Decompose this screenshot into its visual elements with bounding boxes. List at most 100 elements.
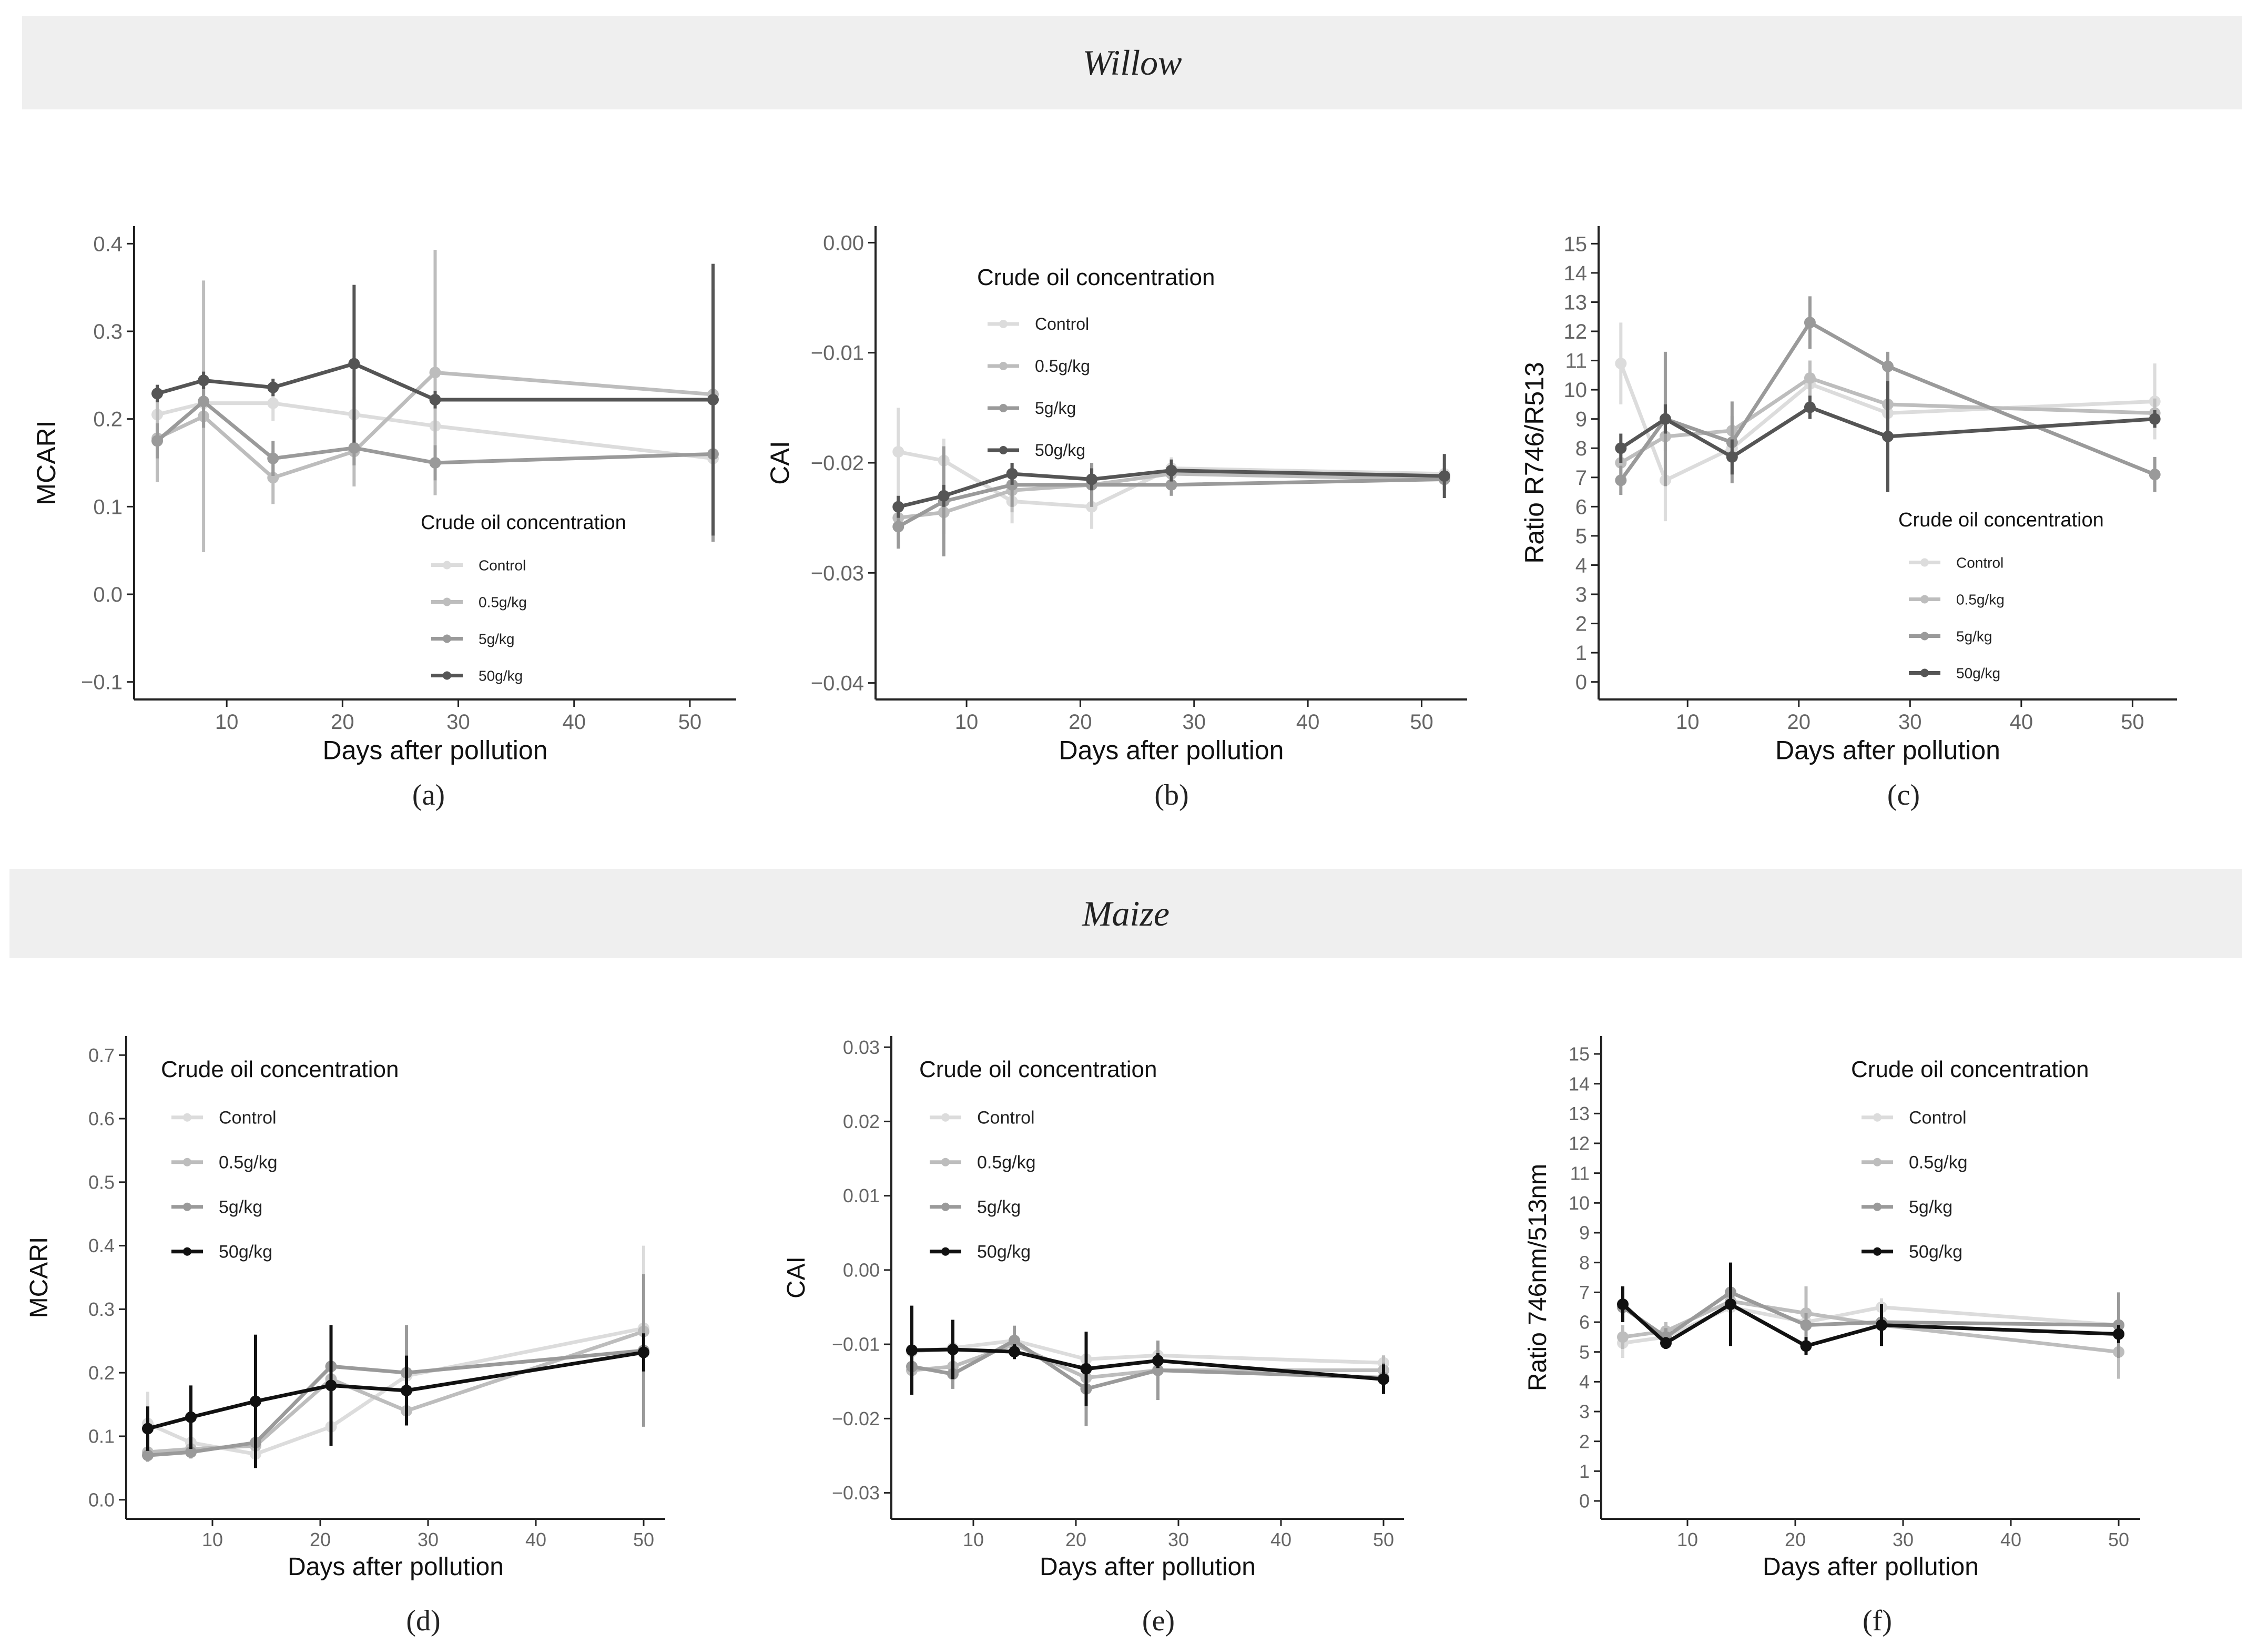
x-tick-label: 30 xyxy=(418,1529,439,1550)
legend-entry-label: 5g/kg xyxy=(977,1198,1021,1217)
y-tick-label: 0.0 xyxy=(93,583,123,606)
data-point-50gkg xyxy=(1009,1346,1020,1358)
series-line-05gkg xyxy=(1620,376,2155,465)
legend-entry-label: 5g/kg xyxy=(1909,1198,1952,1217)
x-tick-label: 20 xyxy=(1785,1529,1806,1550)
data-point-50gkg xyxy=(1804,401,1816,413)
data-point-50gkg xyxy=(1378,1373,1389,1385)
panel-label-c: (c) xyxy=(1887,779,1920,811)
y-tick-label: 0 xyxy=(1575,671,1587,694)
x-axis-label: Days after pollution xyxy=(1763,1553,1979,1581)
series-line-50gkg xyxy=(157,362,713,402)
legend-entry-label: 5g/kg xyxy=(1035,399,1076,418)
legend-entry-label: 0.5g/kg xyxy=(219,1153,278,1173)
data-point-50gkg xyxy=(267,381,279,393)
series-line-5gkg xyxy=(156,399,714,465)
x-tick-label: 50 xyxy=(2121,711,2144,734)
y-tick-label: 14 xyxy=(1564,262,1588,285)
y-tick-label: −0.03 xyxy=(811,562,864,585)
legend-key-point xyxy=(443,561,451,570)
y-tick-label: 9 xyxy=(1579,1222,1590,1244)
y-tick-label: 10 xyxy=(1564,379,1588,402)
y-axis-label: Ratio 746nm/513nm xyxy=(1524,1164,1552,1391)
x-tick-label: 10 xyxy=(1676,711,1700,734)
legend-entry-label: Control xyxy=(479,557,526,573)
data-point-50gkg xyxy=(1438,470,1450,482)
x-tick-label: 20 xyxy=(310,1529,331,1550)
series-line-5gkg xyxy=(147,1348,644,1457)
data-point-50gkg xyxy=(1876,1319,1887,1331)
y-tick-label: −0.02 xyxy=(832,1408,880,1429)
x-tick-label: 20 xyxy=(1069,711,1092,734)
x-tick-label: 10 xyxy=(215,711,239,734)
legend-entry-label: Control xyxy=(1035,314,1089,333)
legend-key-point xyxy=(1873,1113,1881,1122)
data-point-05gkg xyxy=(267,472,279,484)
legend-entry-label: 50g/kg xyxy=(1035,441,1085,460)
data-point-50gkg xyxy=(1080,1363,1092,1375)
data-point-5gkg xyxy=(142,1449,154,1462)
y-tick-label: 0.01 xyxy=(843,1185,880,1206)
y-tick-label: 0 xyxy=(1579,1490,1590,1512)
x-tick-label: 20 xyxy=(1787,711,1811,734)
y-tick-label: 1 xyxy=(1579,1460,1590,1482)
legend-key-point xyxy=(183,1247,191,1256)
x-tick-label: 40 xyxy=(562,711,586,734)
legend-entry-label: 0.5g/kg xyxy=(479,594,527,610)
y-tick-label: 0.1 xyxy=(93,495,123,519)
y-tick-label: 9 xyxy=(1575,408,1587,431)
series-line-05gkg xyxy=(898,472,1445,520)
x-tick-label: 10 xyxy=(955,711,979,734)
data-point-50gkg xyxy=(1800,1340,1812,1352)
series-line-5gkg xyxy=(1622,1290,2119,1339)
y-tick-label: 0.02 xyxy=(843,1111,880,1132)
y-tick-label: 14 xyxy=(1569,1073,1590,1094)
data-point-50gkg xyxy=(198,374,210,387)
y-tick-label: 0.1 xyxy=(88,1426,115,1447)
data-point-50gkg xyxy=(250,1395,261,1407)
x-tick-label: 40 xyxy=(525,1529,546,1550)
data-point-5gkg xyxy=(1800,1319,1812,1331)
legend-key-point xyxy=(941,1247,950,1256)
x-tick-label: 10 xyxy=(1677,1529,1698,1550)
data-point-50gkg xyxy=(142,1423,154,1435)
y-tick-label: 4 xyxy=(1575,554,1587,577)
x-tick-label: 50 xyxy=(1410,711,1433,734)
x-tick-label: 30 xyxy=(1168,1529,1189,1550)
y-axis-label: MCARI xyxy=(25,1237,53,1318)
y-tick-label: 15 xyxy=(1564,232,1588,256)
legend-key-point xyxy=(443,634,451,643)
chart-panel-a: −0.1 0.0 0.1 0.2 0.3 0.4 10 20 30 40 50 Days after … xyxy=(32,226,736,765)
y-tick-label: 0.2 xyxy=(88,1362,115,1384)
legend-key-point xyxy=(941,1202,950,1211)
data-point-50gkg xyxy=(938,490,950,502)
legend-title: Crude oil concentration xyxy=(1851,1057,2089,1082)
y-tick-label: 8 xyxy=(1575,437,1587,460)
x-tick-label: 20 xyxy=(1065,1529,1086,1550)
x-tick-label: 40 xyxy=(2010,711,2033,734)
x-tick-label: 40 xyxy=(2000,1529,2021,1550)
series-line-50gkg xyxy=(898,469,1445,509)
y-tick-label: 12 xyxy=(1564,320,1588,343)
panel-label-d: (d) xyxy=(406,1605,441,1637)
data-point-50gkg xyxy=(638,1346,649,1358)
data-point-5gkg xyxy=(1152,1364,1164,1376)
y-tick-label: 4 xyxy=(1579,1371,1590,1393)
legend-entry-label: 5g/kg xyxy=(479,631,515,647)
y-tick-label: 1 xyxy=(1575,642,1587,665)
y-tick-label: 0.6 xyxy=(88,1108,115,1130)
data-point-50gkg xyxy=(1659,413,1671,425)
x-tick-label: 50 xyxy=(2108,1529,2129,1550)
data-point-5gkg xyxy=(198,395,210,408)
data-point-50gkg xyxy=(325,1379,337,1392)
legend-key-point xyxy=(1873,1247,1881,1256)
series-line-05gkg xyxy=(147,1330,645,1454)
x-tick-label: 30 xyxy=(446,711,470,734)
y-tick-label: 7 xyxy=(1579,1282,1590,1303)
legend-entry-label: 0.5g/kg xyxy=(1909,1153,1968,1173)
data-point-5gkg xyxy=(1882,360,1894,372)
x-axis-label: Days after pollution xyxy=(1775,736,2000,765)
data-point-50gkg xyxy=(892,501,904,513)
y-tick-label: −0.02 xyxy=(811,452,864,475)
series-line-50gkg xyxy=(911,1347,1384,1381)
